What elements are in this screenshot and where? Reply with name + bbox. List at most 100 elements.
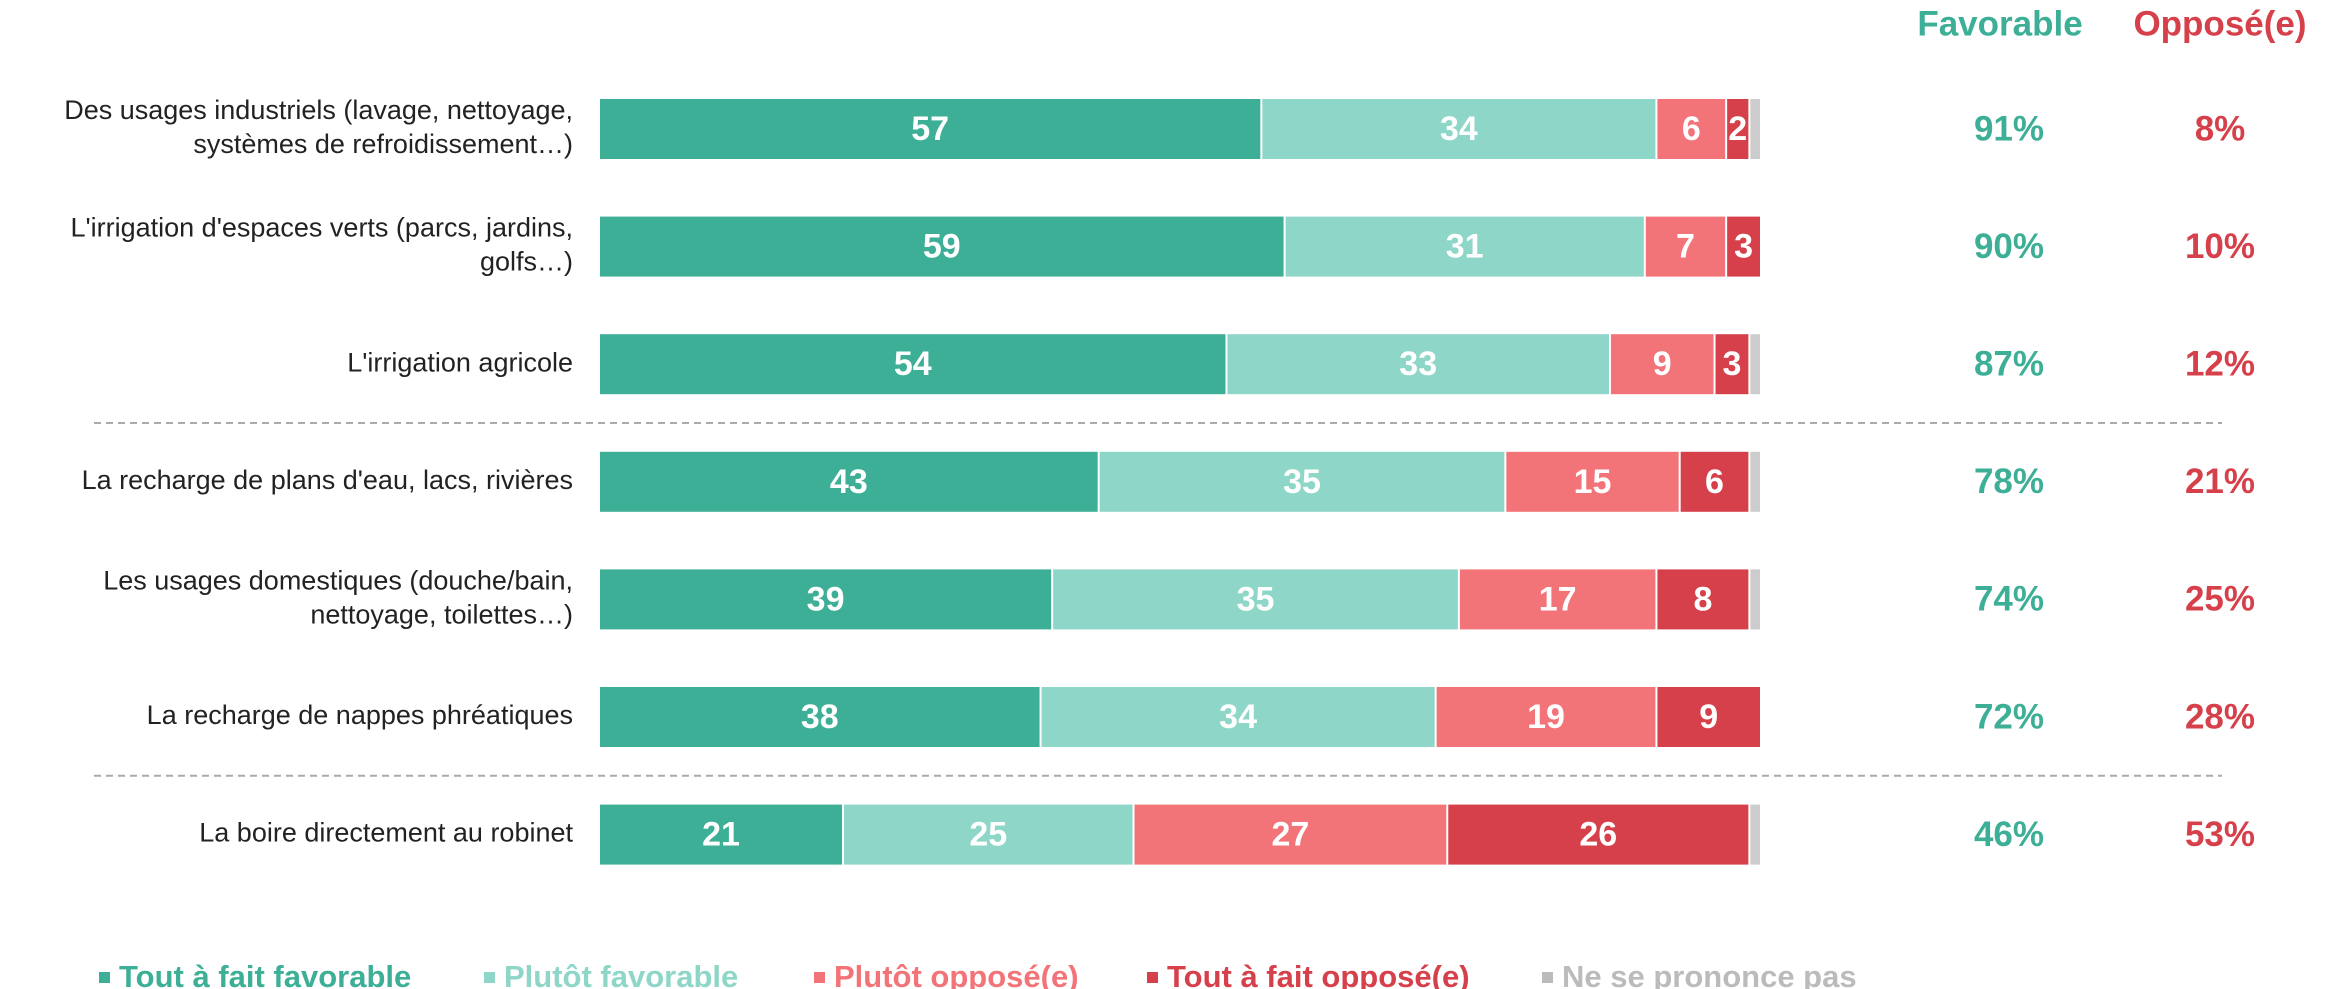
- category-label-line: Des usages industriels (lavage, nettoyag…: [64, 95, 573, 125]
- bar-segment: [1041, 687, 1435, 747]
- summary-value: 74%: [1974, 580, 2044, 619]
- legend-swatch: [814, 972, 825, 983]
- legend-label: Tout à fait opposé(e): [1167, 959, 1470, 989]
- bar-segment: [1727, 216, 1760, 277]
- legend-swatch: [1542, 972, 1553, 983]
- data-label: 34: [1440, 110, 1478, 148]
- summary-value: 28%: [2185, 697, 2255, 736]
- bar-segment: [1436, 687, 1656, 747]
- data-label: 6: [1705, 463, 1724, 501]
- data-label: 35: [1237, 580, 1275, 618]
- bar-segment: [1750, 451, 1760, 512]
- summary-value: 10%: [2185, 227, 2255, 266]
- bar-segment: [1053, 569, 1458, 630]
- data-label: 39: [807, 580, 845, 618]
- bar-segment: [1448, 804, 1749, 865]
- summary-value: 46%: [1974, 815, 2044, 854]
- legend-swatch: [99, 972, 110, 983]
- legend-label: Plutôt favorable: [504, 959, 738, 989]
- legend-label: Plutôt opposé(e): [834, 959, 1079, 989]
- bar-segment: [1610, 334, 1714, 395]
- bar-segment: [1750, 569, 1760, 630]
- bar-segment: [1506, 451, 1679, 512]
- bar-segment: [844, 804, 1133, 865]
- category-label-line: L'irrigation d'espaces verts (parcs, jar…: [70, 213, 573, 243]
- category-label-line: golfs…): [480, 247, 573, 277]
- summary-value: 8%: [2195, 109, 2246, 148]
- category-label: L'irrigation agricole: [347, 347, 573, 377]
- category-label-line: Les usages domestiques (douche/bain,: [103, 566, 573, 596]
- bar-segment: [600, 334, 1226, 395]
- legend-label: Ne se prononce pas: [1562, 959, 1857, 989]
- bar-segment: [1099, 451, 1505, 512]
- legend-swatch: [484, 972, 495, 983]
- data-label: 33: [1399, 345, 1437, 383]
- summary-value: 25%: [2185, 580, 2255, 619]
- bar-segment: [1459, 569, 1656, 630]
- data-label: 9: [1653, 345, 1672, 383]
- bar-segment: [1134, 804, 1447, 865]
- category-label: L'irrigation d'espaces verts (parcs, jar…: [70, 213, 573, 277]
- bar-segment: [1645, 216, 1726, 277]
- data-label: 15: [1574, 463, 1612, 501]
- data-label: 38: [801, 698, 839, 736]
- summary-value: 87%: [1974, 344, 2044, 383]
- summary-header: Opposé(e): [2133, 4, 2306, 43]
- data-label: 3: [1722, 345, 1741, 383]
- summary-value: 78%: [1974, 462, 2044, 501]
- category-label: La recharge de nappes phréatiques: [147, 700, 573, 730]
- legend-swatch: [1147, 972, 1158, 983]
- data-label: 9: [1699, 698, 1718, 736]
- data-label: 17: [1539, 580, 1577, 618]
- bar-segment: [600, 451, 1098, 512]
- data-label: 34: [1219, 698, 1257, 736]
- summary-header: Favorable: [1917, 4, 2082, 43]
- data-label: 43: [830, 463, 868, 501]
- data-label: 3: [1734, 228, 1753, 266]
- bar-segment: [1750, 99, 1760, 159]
- data-label: 19: [1527, 698, 1565, 736]
- category-label: La boire directement au robinet: [199, 818, 573, 848]
- data-label: 59: [923, 228, 961, 266]
- summary-value: 91%: [1974, 109, 2044, 148]
- bar-segment: [600, 99, 1261, 159]
- data-label: 31: [1446, 228, 1484, 266]
- data-label: 21: [702, 816, 740, 854]
- bar-segment: [1227, 334, 1609, 395]
- data-label: 26: [1579, 816, 1617, 854]
- data-label: 25: [969, 816, 1007, 854]
- bar-segment: [600, 804, 843, 865]
- data-label: 54: [894, 345, 932, 383]
- bar-segment: [1657, 687, 1760, 747]
- bar-segment: [1750, 334, 1760, 395]
- bar-segment: [1715, 334, 1749, 395]
- category-label-line: systèmes de refroidissement…): [193, 129, 573, 159]
- summary-value: 21%: [2185, 462, 2255, 501]
- category-label: La recharge de plans d'eau, lacs, rivièr…: [82, 465, 573, 495]
- summary-value: 53%: [2185, 815, 2255, 854]
- bar-segment: [1657, 569, 1749, 630]
- data-label: 35: [1283, 463, 1321, 501]
- summary-value: 72%: [1974, 697, 2044, 736]
- data-label: 7: [1676, 228, 1695, 266]
- category-label: Des usages industriels (lavage, nettoyag…: [64, 95, 573, 159]
- category-label: Les usages domestiques (douche/bain, nett…: [103, 566, 573, 630]
- bar-segment: [1285, 216, 1644, 277]
- data-label: 2: [1728, 110, 1747, 148]
- data-label: 6: [1682, 110, 1701, 148]
- bar-segment: [1727, 99, 1749, 159]
- data-label: 27: [1271, 816, 1309, 854]
- category-label-line: nettoyage, toilettes…): [310, 600, 573, 630]
- bar-segment: [1750, 804, 1760, 865]
- data-label: 8: [1693, 580, 1712, 618]
- bar-segment: [600, 216, 1284, 277]
- bar-segment: [1657, 99, 1726, 159]
- summary-value: 12%: [2185, 344, 2255, 383]
- bar-segment: [600, 569, 1052, 630]
- summary-value: 90%: [1974, 227, 2044, 266]
- bar-segment: [1680, 451, 1749, 512]
- data-label: 57: [911, 110, 949, 148]
- legend-label: Tout à fait favorable: [119, 959, 411, 989]
- bar-segment: [600, 687, 1040, 747]
